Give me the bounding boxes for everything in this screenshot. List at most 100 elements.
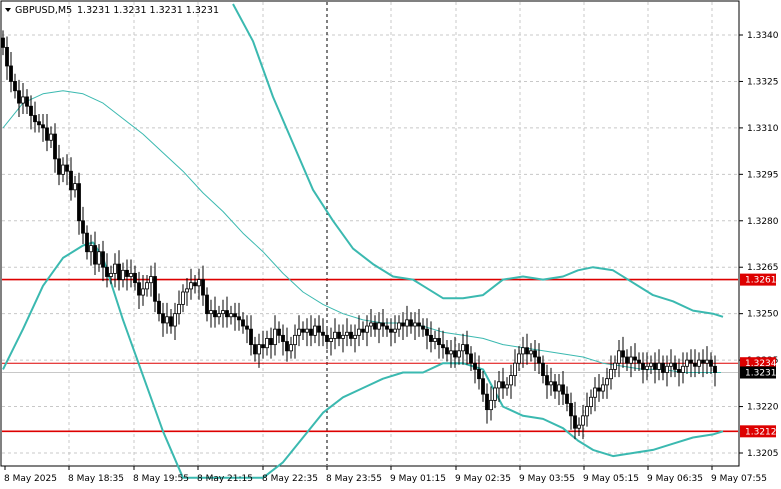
candle-body	[73, 183, 77, 191]
candle-body	[413, 322, 417, 327]
candle-body	[97, 251, 101, 265]
candle-body	[353, 334, 357, 339]
candle-body	[601, 384, 605, 392]
candle-body	[265, 338, 269, 349]
candle-body	[441, 344, 445, 349]
candle-body	[241, 319, 245, 327]
time-axis: 8 May 2025 8 May 18:35 8 May 19:55 8 May 21…	[4, 466, 767, 484]
candle-body	[69, 170, 73, 191]
candle-body	[17, 90, 21, 104]
time-tick-label: 8 May 18:35	[68, 474, 124, 484]
candle-body	[213, 310, 217, 318]
candle-body	[281, 334, 285, 342]
candle-body	[173, 313, 177, 327]
symbol-label: GBPUSD,M5	[15, 5, 72, 16]
candle-body	[33, 115, 37, 123]
candle-body	[553, 381, 557, 392]
candle-body	[13, 81, 17, 92]
candle-body	[201, 279, 205, 296]
candle-body	[401, 322, 405, 327]
candle-body	[405, 319, 409, 327]
candle-body	[485, 393, 489, 411]
candle-body	[9, 65, 13, 82]
time-tick-label: 8 May 2025	[4, 474, 57, 484]
candle-body	[237, 316, 241, 321]
candle-body	[605, 378, 609, 386]
candle-body	[137, 282, 141, 296]
candle-body	[257, 344, 261, 355]
candle-body	[693, 362, 697, 367]
candle-body	[577, 424, 581, 429]
level-price-tag: 1.3234	[745, 359, 777, 369]
candle-body	[49, 133, 53, 141]
candle-body	[81, 220, 85, 234]
candle-body	[501, 381, 505, 389]
price-tick-label: 1.3205	[747, 449, 779, 459]
candle-body	[89, 245, 93, 253]
candle-body	[477, 368, 481, 380]
candle-body	[193, 282, 197, 287]
candle-body	[45, 127, 49, 141]
candle-body	[557, 384, 561, 392]
level-price-tag-bg	[740, 425, 776, 438]
candle-body	[457, 350, 461, 358]
candle-body	[461, 344, 465, 352]
candle-body	[217, 313, 221, 318]
chart-menu-triangle-icon[interactable]	[5, 8, 11, 12]
candle-body	[429, 334, 433, 342]
level-price-tag: 1.3212	[745, 427, 777, 437]
candle-body	[497, 381, 501, 389]
candle-body	[117, 263, 121, 281]
candle-body	[29, 105, 33, 116]
candle-body	[537, 356, 541, 364]
candle-body	[681, 365, 685, 373]
plot-area[interactable]	[0, 0, 740, 467]
candles	[1, 30, 717, 440]
candle-body	[453, 350, 457, 358]
candle-body	[685, 359, 689, 367]
candle-body	[5, 46, 9, 67]
candle-body	[41, 124, 45, 129]
candle-body	[521, 347, 525, 355]
candle-body	[509, 375, 513, 386]
candle-body	[709, 359, 713, 367]
candle-body	[449, 350, 453, 355]
candle-body	[409, 319, 413, 327]
moving-average-line	[2, 90, 721, 373]
candle-body	[417, 322, 421, 327]
candle-body	[253, 344, 257, 355]
candle-body	[369, 322, 373, 327]
candle-body	[245, 325, 249, 330]
candle-body	[345, 331, 349, 336]
time-tick-label: 9 May 01:15	[390, 474, 446, 484]
candle-body	[641, 362, 645, 370]
time-tick-label: 9 May 06:35	[647, 474, 703, 484]
candle-body	[445, 347, 449, 355]
candle-body	[489, 399, 493, 411]
candle-body	[313, 325, 317, 336]
time-tick-label: 8 May 23:55	[326, 474, 382, 484]
price-tick-label: 1.3280	[747, 217, 779, 227]
candle-body	[565, 393, 569, 404]
candle-body	[597, 387, 601, 392]
candle-body	[133, 273, 137, 284]
candle-body	[65, 164, 69, 172]
candle-body	[233, 313, 237, 318]
candle-body	[305, 328, 309, 333]
candle-body	[93, 245, 97, 265]
candle-body	[421, 325, 425, 330]
candle-body	[549, 381, 553, 386]
candle-body	[393, 328, 397, 333]
candle-body	[517, 353, 521, 364]
candle-body	[697, 359, 701, 367]
ohlc-readout: 1.3231 1.3231 1.3231 1.3231	[77, 5, 219, 16]
bollinger-upper-line	[232, 3, 724, 318]
candle-body	[713, 365, 717, 373]
candle-body	[273, 328, 277, 346]
candle-body	[653, 362, 657, 370]
candle-body	[377, 322, 381, 330]
price-tick-label: 1.3265	[747, 263, 779, 273]
candle-body	[701, 359, 705, 364]
candle-body	[149, 276, 153, 284]
